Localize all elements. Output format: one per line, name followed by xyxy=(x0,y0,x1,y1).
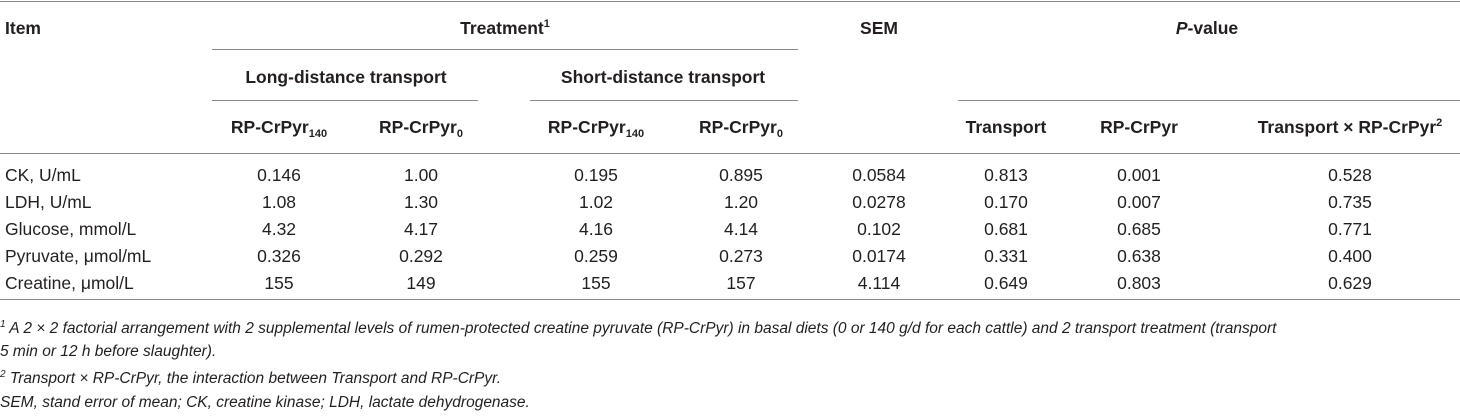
cell-long0: 0.292 xyxy=(399,246,443,266)
row-item: LDH, U/mL xyxy=(5,192,92,212)
cell-short140: 0.195 xyxy=(574,165,618,185)
long-distance-rule xyxy=(212,100,478,101)
header-long-distance: Long-distance transport xyxy=(245,67,447,87)
cell-long140: 0.146 xyxy=(257,165,301,185)
cell-p-transport: 0.681 xyxy=(984,219,1028,239)
cell-long0: 149 xyxy=(406,273,436,293)
cell-long0: 4.17 xyxy=(403,219,439,239)
cell-p-rpcrpyr: 0.001 xyxy=(1117,165,1161,185)
cell-long0: 1.30 xyxy=(403,192,439,212)
footnote-2: 2 Transport × RP-CrPyr, the interaction … xyxy=(0,369,502,388)
cell-p-rpcrpyr: 0.803 xyxy=(1117,273,1161,293)
header-short-distance: Short-distance transport xyxy=(560,67,766,87)
header-pvalue: P-value xyxy=(1175,18,1239,38)
row-item: Creatine, μmol/L xyxy=(5,273,134,293)
row-item: Glucose, mmol/L xyxy=(5,219,137,239)
cell-long140: 155 xyxy=(264,273,294,293)
cell-p-transport: 0.649 xyxy=(984,273,1028,293)
cell-p-transport: 0.813 xyxy=(984,165,1028,185)
short-distance-rule xyxy=(530,100,798,101)
cell-p-interaction: 0.771 xyxy=(1328,219,1372,239)
cell-short0: 1.20 xyxy=(723,192,759,212)
cell-p-transport: 0.331 xyxy=(984,246,1028,266)
row-item: CK, U/mL xyxy=(5,165,81,185)
row-item: Pyruvate, μmol/mL xyxy=(5,246,152,266)
cell-short140: 1.02 xyxy=(578,192,614,212)
cell-short0: 0.273 xyxy=(719,246,763,266)
cell-short140: 155 xyxy=(581,273,611,293)
header-bottom-rule xyxy=(0,153,1460,154)
cell-p-rpcrpyr: 0.638 xyxy=(1117,246,1161,266)
footnote-abbreviations: SEM, stand error of mean; CK, creatine k… xyxy=(0,394,530,411)
cell-p-interaction: 0.528 xyxy=(1328,165,1372,185)
header-p-interaction: Transport × RP-CrPyr2 xyxy=(1257,117,1443,137)
cell-short140: 4.16 xyxy=(578,219,614,239)
cell-short0: 4.14 xyxy=(723,219,759,239)
header-sem: SEM xyxy=(860,18,898,38)
cell-long0: 1.00 xyxy=(403,165,439,185)
header-long-rpcrpyr-0: RP-CrPyr0 xyxy=(379,117,463,140)
footnote-1-line-1: 1 A 2 × 2 factorial arrangement with 2 s… xyxy=(0,319,1277,338)
header-treatment: Treatment1 xyxy=(460,18,550,38)
cell-long140: 0.326 xyxy=(257,246,301,266)
header-item: Item xyxy=(5,18,41,38)
cell-long140: 4.32 xyxy=(261,219,297,239)
cell-p-interaction: 0.735 xyxy=(1328,192,1372,212)
treatment-rule xyxy=(212,49,798,50)
cell-short0: 157 xyxy=(726,273,756,293)
cell-short140: 0.259 xyxy=(574,246,618,266)
table-top-rule xyxy=(0,1,1460,2)
header-long-rpcrpyr-140: RP-CrPyr140 xyxy=(230,117,328,140)
cell-p-interaction: 0.400 xyxy=(1328,246,1372,266)
header-short-rpcrpyr-0: RP-CrPyr0 xyxy=(699,117,783,140)
cell-p-interaction: 0.629 xyxy=(1328,273,1372,293)
pvalue-rule xyxy=(958,100,1460,101)
cell-p-rpcrpyr: 0.685 xyxy=(1117,219,1161,239)
cell-short0: 0.895 xyxy=(719,165,763,185)
header-short-rpcrpyr-140: RP-CrPyr140 xyxy=(547,117,645,140)
header-p-transport: Transport xyxy=(965,117,1047,137)
header-p-rpcrpyr: RP-CrPyr xyxy=(1100,117,1178,137)
cell-sem: 0.0584 xyxy=(852,165,906,185)
cell-sem: 4.114 xyxy=(857,273,901,293)
table-bottom-rule xyxy=(0,299,1460,300)
footnote-1-line-2: 5 min or 12 h before slaughter). xyxy=(0,343,217,360)
cell-sem: 0.0278 xyxy=(852,192,906,212)
cell-p-transport: 0.170 xyxy=(984,192,1028,212)
cell-sem: 0.0174 xyxy=(852,246,906,266)
cell-long140: 1.08 xyxy=(261,192,297,212)
cell-p-rpcrpyr: 0.007 xyxy=(1117,192,1161,212)
cell-sem: 0.102 xyxy=(857,219,901,239)
